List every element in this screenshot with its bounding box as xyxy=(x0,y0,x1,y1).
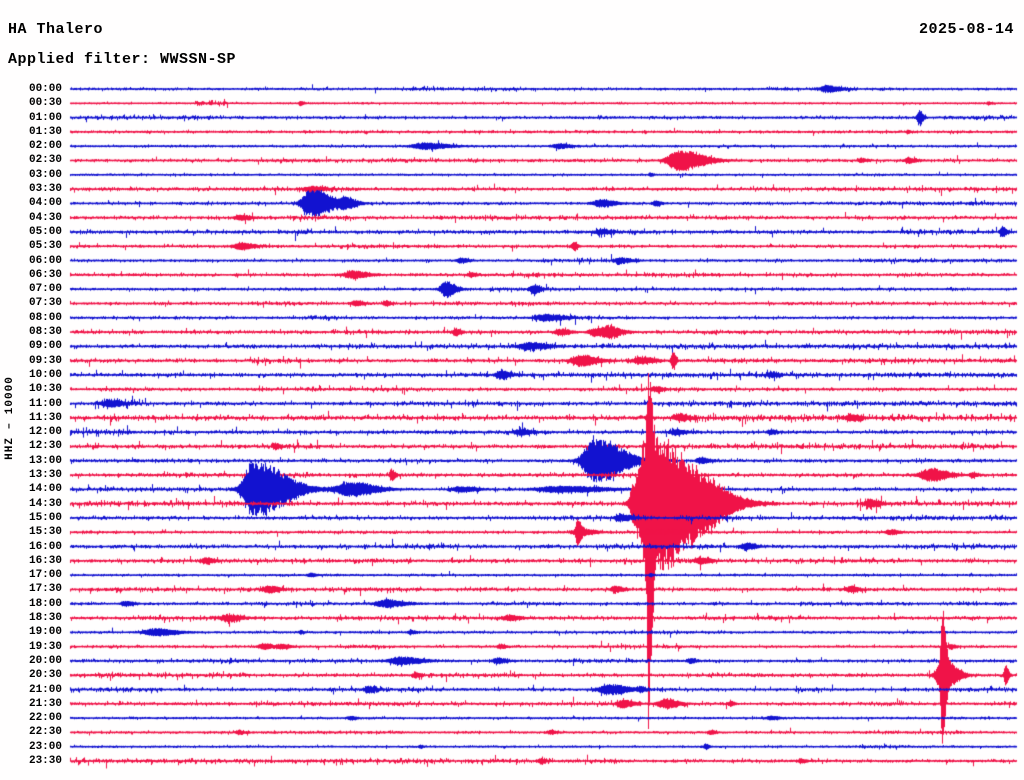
row-time-label: 15:30 xyxy=(28,526,62,539)
row-time-label: 09:30 xyxy=(28,354,62,367)
row-time-label: 16:30 xyxy=(28,554,62,567)
row-time-label: 18:30 xyxy=(28,612,62,625)
row-time-label: 04:00 xyxy=(28,197,62,210)
row-time-label: 22:30 xyxy=(28,726,62,739)
row-time-label: 00:00 xyxy=(28,83,62,95)
row-time-label: 18:00 xyxy=(28,597,62,610)
row-time-label: 20:30 xyxy=(28,669,62,682)
row-time-label: 06:30 xyxy=(28,268,62,281)
row-time-label: 03:30 xyxy=(28,183,62,196)
row-time-label: 11:00 xyxy=(28,397,62,410)
row-time-label: 14:30 xyxy=(28,497,62,510)
row-time-label: 08:00 xyxy=(28,311,62,324)
row-time-label: 01:30 xyxy=(28,125,62,138)
row-time-label: 10:30 xyxy=(28,383,62,396)
row-time-label: 23:30 xyxy=(28,754,62,767)
row-time-label: 06:00 xyxy=(28,254,62,267)
row-time-label: 08:30 xyxy=(28,326,62,339)
row-time-label: 13:00 xyxy=(28,454,62,467)
row-time-label: 05:30 xyxy=(28,240,62,253)
row-time-label: 00:30 xyxy=(28,97,62,110)
row-time-label: 02:00 xyxy=(28,140,62,153)
row-time-label: 11:30 xyxy=(28,411,62,424)
row-time-label: 21:30 xyxy=(28,697,62,710)
row-time-label: 07:30 xyxy=(28,297,62,310)
row-time-label: 12:30 xyxy=(28,440,62,453)
row-time-label: 23:00 xyxy=(28,740,62,753)
row-time-label: 19:30 xyxy=(28,640,62,653)
row-time-label: 19:00 xyxy=(28,626,62,639)
row-time-label: 13:30 xyxy=(28,469,62,482)
row-time-label: 01:00 xyxy=(28,111,62,124)
row-time-label: 15:00 xyxy=(28,511,62,524)
row-time-label: 17:00 xyxy=(28,569,62,582)
row-time-label: 05:00 xyxy=(28,225,62,238)
station-title: HA Thalero xyxy=(8,21,104,38)
row-time-label: 17:30 xyxy=(28,583,62,596)
row-time-label: 21:00 xyxy=(28,683,62,696)
row-time-label: 02:30 xyxy=(28,154,62,167)
row-time-label: 22:00 xyxy=(28,712,62,725)
row-time-label: 12:00 xyxy=(28,426,62,439)
applied-filter-label: Applied filter: WWSSN-SP xyxy=(8,51,237,68)
row-time-label: 10:00 xyxy=(28,368,62,381)
row-time-label: 04:30 xyxy=(28,211,62,224)
row-time-label: 09:00 xyxy=(28,340,62,353)
date-label: 2025-08-14 xyxy=(918,21,1014,38)
row-time-label: 03:00 xyxy=(28,168,62,181)
row-time-label: 16:00 xyxy=(28,540,62,553)
row-time-label: 20:00 xyxy=(28,654,62,667)
row-time-label: 14:00 xyxy=(28,483,62,496)
row-time-label: 07:00 xyxy=(28,283,62,296)
